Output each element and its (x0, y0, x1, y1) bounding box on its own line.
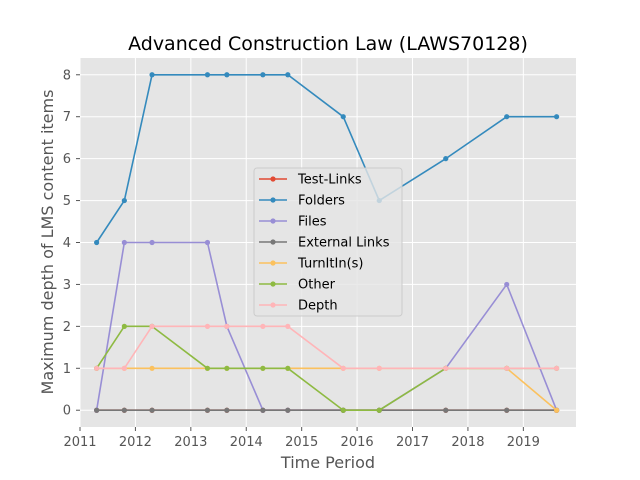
data-point (504, 281, 510, 288)
data-point (443, 407, 449, 413)
data-point (260, 407, 266, 413)
y-tick-label: 1 (63, 362, 71, 377)
data-point (149, 365, 155, 371)
data-point (94, 365, 100, 371)
series-depth (94, 323, 560, 371)
x-tick-label: 2015 (285, 435, 318, 450)
data-point (121, 239, 127, 246)
data-point (504, 114, 510, 120)
chart-title: Advanced Construction Law (LAWS70128) (128, 33, 528, 55)
data-point (204, 365, 211, 371)
data-point (121, 323, 127, 329)
y-tick-label: 7 (63, 110, 71, 125)
data-point (121, 365, 127, 371)
data-point (94, 407, 100, 413)
data-point (149, 323, 155, 329)
y-tick-label: 0 (63, 404, 71, 419)
x-axis-ticks: 2011 2012 2013 2014 2015 2016 2017 2018 2019 (63, 427, 540, 450)
legend-marker (270, 239, 276, 245)
data-point (94, 239, 100, 246)
data-point (340, 365, 346, 371)
data-point (224, 365, 230, 371)
data-point (149, 239, 155, 246)
data-point (340, 407, 346, 413)
x-tick-label: 2014 (230, 435, 263, 450)
legend-marker (270, 197, 276, 203)
data-point (224, 72, 230, 78)
data-point (260, 323, 266, 329)
data-point (554, 114, 560, 120)
data-point (204, 72, 211, 78)
y-tick-label: 8 (63, 68, 71, 83)
legend-item: External Links (259, 236, 390, 251)
x-tick-label: 2017 (396, 435, 429, 450)
legend-item: Depth (259, 299, 338, 314)
legend-items: Test-Links Folders Files External Links Turn… (259, 173, 390, 314)
legend-box (253, 167, 403, 317)
y-tick-label: 2 (63, 320, 71, 335)
legend-marker (270, 218, 276, 224)
y-tick-label: 5 (63, 194, 71, 209)
y-axis-ticks: 0 1 2 3 4 5 6 7 8 (63, 68, 80, 419)
legend-label: Test-Links (297, 173, 362, 188)
legend-label: Depth (298, 299, 338, 314)
legend-label: TurnItIn(s) (297, 257, 363, 272)
legend-marker (270, 302, 276, 308)
x-tick-label: 2016 (341, 435, 374, 450)
legend-marker (270, 260, 276, 266)
series-layer (94, 72, 560, 413)
series-line (96, 325, 557, 370)
data-point (224, 407, 230, 413)
data-point (376, 365, 382, 371)
x-tick-label: 2011 (63, 435, 96, 450)
x-tick-label: 2012 (119, 435, 152, 450)
y-axis-label: Maximum depth of LMS content items (38, 90, 57, 395)
data-point (340, 114, 346, 120)
data-point (554, 365, 560, 371)
y-tick-label: 4 (63, 236, 71, 251)
legend-label: Other (298, 278, 336, 293)
legend-item: TurnItIn(s) (259, 257, 363, 272)
legend-label: Files (298, 215, 327, 230)
data-point (285, 365, 291, 371)
legend-marker (270, 281, 276, 287)
x-tick-label: 2013 (174, 435, 207, 450)
data-point (504, 407, 510, 413)
legend-label: External Links (298, 236, 390, 251)
data-point (285, 72, 291, 78)
x-tick-label: 2019 (507, 435, 540, 450)
data-point (224, 323, 230, 329)
legend-label: Folders (298, 194, 345, 209)
series-line (95, 73, 557, 243)
x-axis-label: Time Period (280, 453, 375, 472)
data-point (204, 407, 211, 413)
data-point (149, 407, 155, 413)
data-point (204, 239, 211, 246)
legend-marker (270, 176, 276, 182)
legend: Test-Links Folders Files External Links Turn… (253, 167, 403, 317)
data-point (260, 72, 266, 78)
data-point (121, 407, 127, 413)
y-tick-label: 3 (63, 278, 71, 293)
data-point (443, 365, 449, 371)
data-point (149, 72, 155, 78)
legend-item: Other (259, 278, 336, 293)
data-point (554, 407, 560, 413)
data-point (285, 323, 291, 329)
legend-item: Files (259, 215, 327, 230)
data-point (504, 365, 510, 371)
legend-item: Test-Links (259, 173, 362, 188)
data-point (121, 197, 127, 204)
data-point (260, 365, 266, 371)
y-tick-label: 6 (63, 152, 71, 167)
data-point (204, 323, 211, 329)
data-point (443, 156, 449, 162)
data-point (376, 407, 382, 413)
legend-item: Folders (259, 194, 345, 209)
x-tick-label: 2018 (451, 435, 484, 450)
data-point (285, 407, 291, 413)
